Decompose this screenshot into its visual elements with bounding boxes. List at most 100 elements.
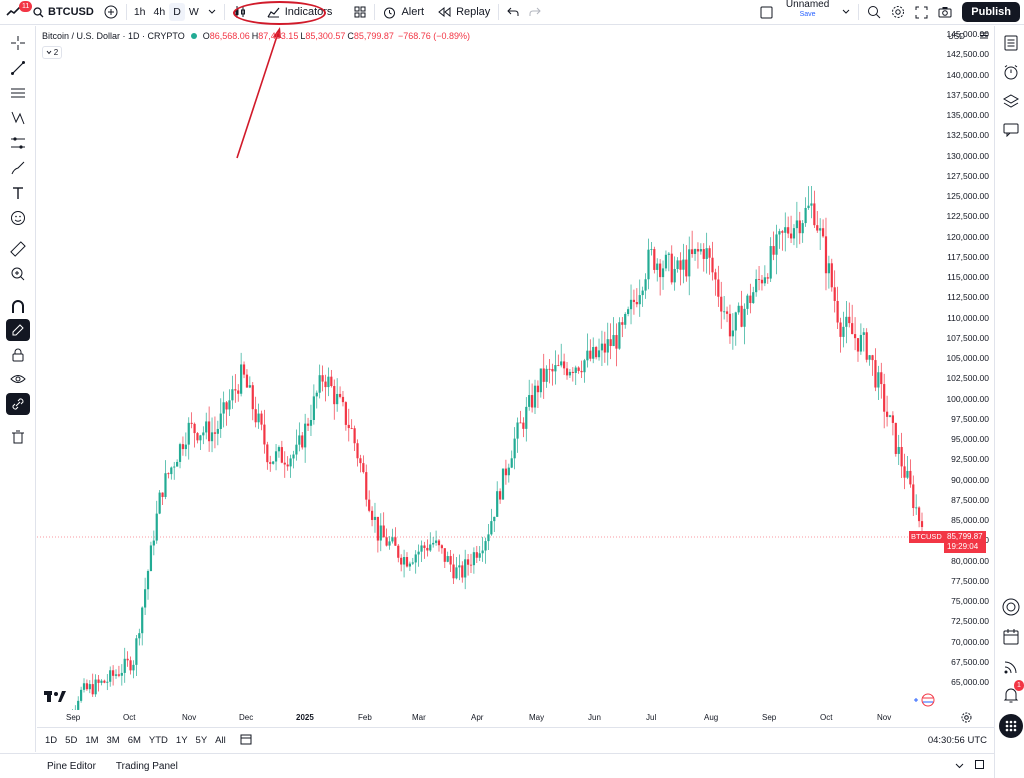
price-axis-menu[interactable]: [980, 31, 988, 41]
range-ytd[interactable]: YTD: [148, 734, 168, 746]
replay-button[interactable]: Replay: [433, 0, 495, 25]
compare-symbol-button[interactable]: [99, 0, 123, 25]
indicators-button[interactable]: Indicators: [262, 0, 338, 25]
candle-body: [624, 313, 627, 325]
chart-type-button[interactable]: [228, 0, 252, 25]
range-6m[interactable]: 6M: [127, 734, 141, 746]
zoom-tool[interactable]: [6, 263, 30, 285]
products-menu-button[interactable]: [999, 714, 1023, 738]
chats-button[interactable]: [1000, 119, 1022, 141]
calendar-button[interactable]: [1000, 626, 1022, 648]
layouts-button[interactable]: [349, 0, 371, 25]
price-axis[interactable]: 145,000.00 142,500.00 140,000.00 137,500.00…: [944, 26, 994, 718]
candle-body: [373, 516, 377, 520]
range-5d[interactable]: 5D: [65, 734, 78, 746]
hide-drawings-tool[interactable]: [6, 368, 30, 390]
stay-in-drawing-mode-tool[interactable]: [6, 319, 30, 341]
lock-drawings-tool[interactable]: [6, 344, 30, 366]
candle-body: [656, 263, 659, 270]
axis-settings-button[interactable]: [961, 712, 972, 726]
undo-button[interactable]: [502, 0, 524, 25]
price-axis-label: 70,000.00: [951, 636, 989, 647]
time-axis-label: May: [529, 713, 545, 722]
candle-body: [839, 322, 842, 337]
alert-button[interactable]: Alert: [378, 0, 429, 25]
interval-d[interactable]: D: [169, 3, 185, 21]
candle-body: [507, 467, 510, 476]
price-chart[interactable]: [37, 26, 944, 710]
candle-body: [667, 253, 670, 255]
snapshot-button[interactable]: [933, 0, 957, 25]
brush-tool[interactable]: [6, 157, 30, 179]
interval-dropdown[interactable]: [203, 0, 221, 25]
fullscreen-button[interactable]: [910, 0, 933, 25]
currency-label[interactable]: USD: [948, 32, 965, 41]
text-tool[interactable]: [6, 182, 30, 204]
candle-body: [219, 413, 222, 429]
tab-trading-panel[interactable]: Trading Panel: [115, 760, 178, 772]
range-1y[interactable]: 1Y: [175, 734, 188, 746]
forecast-tool[interactable]: [6, 132, 30, 154]
range-1m[interactable]: 1M: [85, 734, 99, 746]
time-axis[interactable]: Sep Oct Nov Dec 2025 Feb Mar Apr May Jun Jul Aug Sep…: [37, 710, 944, 726]
alerts-button[interactable]: [1000, 61, 1022, 83]
interval-1h[interactable]: 1h: [133, 6, 146, 18]
text-icon: [13, 187, 23, 199]
remove-drawings-tool[interactable]: [6, 426, 30, 448]
time-axis-label: Oct: [123, 713, 136, 722]
tv-logo-icon: [44, 691, 66, 702]
streams-button[interactable]: [1000, 656, 1022, 678]
icon-tool[interactable]: [6, 207, 30, 229]
symbol-search-button[interactable]: BTCUSD: [28, 0, 99, 25]
candle-body: [560, 361, 563, 366]
range-5y[interactable]: 5Y: [195, 734, 208, 746]
ideas-button[interactable]: [1000, 596, 1022, 618]
quick-search-button[interactable]: [862, 0, 886, 25]
candle-body: [632, 299, 636, 302]
interval-w[interactable]: W: [188, 6, 199, 18]
legend-collapse-button[interactable]: 2: [42, 46, 62, 59]
candle-body: [880, 372, 883, 385]
candle-body: [298, 435, 301, 445]
range-all[interactable]: All: [215, 734, 226, 746]
pattern-tool[interactable]: [6, 107, 30, 129]
watchlist-button[interactable]: [1000, 32, 1022, 54]
publish-button[interactable]: Publish: [957, 0, 1024, 25]
object-tree-button[interactable]: [1000, 90, 1022, 112]
event-flag[interactable]: [913, 693, 939, 710]
candle-body: [589, 350, 592, 359]
trend-line-tool[interactable]: [6, 57, 30, 79]
tab-pine-editor[interactable]: Pine Editor: [47, 760, 96, 772]
maximize-panel-button[interactable]: [975, 760, 984, 772]
time-axis-label: Mar: [412, 713, 426, 722]
utc-clock[interactable]: 04:30:56 UTC: [927, 734, 987, 746]
go-to-date-button[interactable]: [236, 733, 256, 748]
candle-body: [449, 556, 452, 565]
user-menu-button[interactable]: 11: [0, 0, 33, 25]
range-3m[interactable]: 3M: [106, 734, 120, 746]
candle-body: [528, 395, 531, 407]
interval-4h[interactable]: 4h: [153, 6, 166, 18]
settings-button[interactable]: [886, 0, 910, 25]
crosshair-tool[interactable]: [6, 32, 30, 54]
layout-name-button[interactable]: Unnamed Save: [778, 0, 837, 25]
annotation-arrow: [236, 27, 281, 159]
minimize-panel-button[interactable]: [955, 761, 964, 772]
fib-tool[interactable]: [6, 82, 30, 104]
multi-chart-button[interactable]: [755, 0, 778, 25]
measure-tool[interactable]: [6, 238, 30, 260]
range-1d[interactable]: 1D: [45, 734, 58, 746]
add-circle-icon: [104, 5, 118, 19]
redo-button[interactable]: [524, 0, 546, 25]
magnet-tool[interactable]: [6, 296, 30, 318]
rewind-icon: [438, 7, 451, 17]
notifications-button[interactable]: 1: [1000, 680, 1024, 706]
layout-dropdown[interactable]: [837, 0, 855, 25]
tradingview-logo[interactable]: [44, 690, 66, 706]
candle-body: [129, 660, 132, 671]
candle-body: [565, 368, 569, 376]
candle-body: [725, 311, 729, 314]
sync-drawings-tool[interactable]: [6, 393, 30, 415]
layout-save-status: Save: [799, 10, 816, 18]
candle-body: [149, 545, 153, 572]
